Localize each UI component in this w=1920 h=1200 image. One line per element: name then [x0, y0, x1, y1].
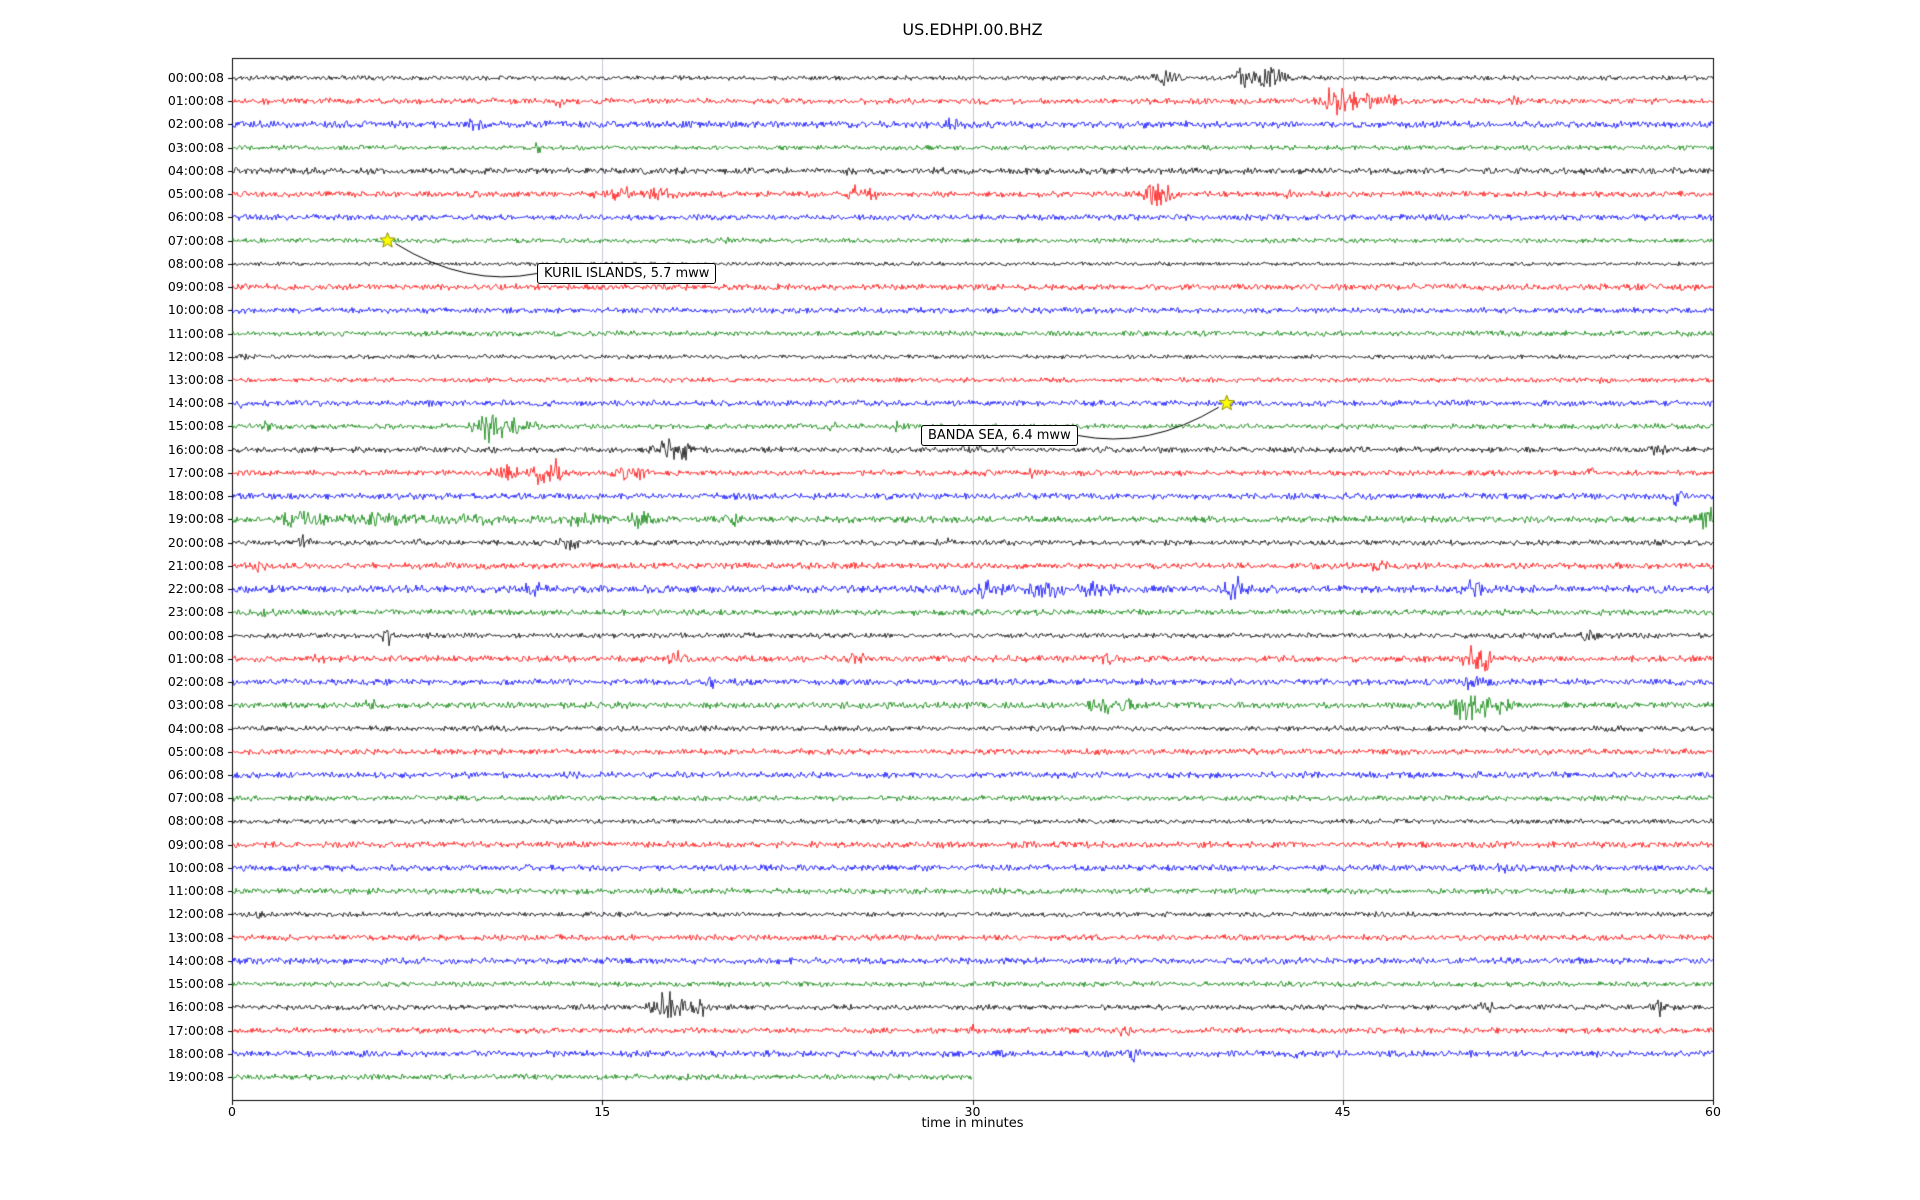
x-tick-label: 15: [594, 1104, 611, 1119]
row-label: 06:00:08: [167, 209, 224, 225]
row-label: 03:00:08: [167, 697, 224, 713]
row-label: 12:00:08: [167, 906, 224, 922]
x-tick-label: 60: [1705, 1104, 1721, 1119]
x-tick-label: 45: [1334, 1104, 1351, 1119]
row-label: 19:00:08: [167, 1069, 224, 1084]
x-tick-label: 30: [964, 1104, 981, 1119]
row-label: 22:00:08: [167, 581, 224, 597]
row-label: 00:00:08: [167, 70, 224, 85]
row-label: 06:00:08: [167, 766, 224, 782]
x-axis-label: time in minutes: [921, 1116, 1024, 1131]
row-label: 09:00:08: [167, 836, 224, 852]
row-label: 19:00:08: [167, 511, 224, 527]
row-label: 02:00:08: [167, 116, 224, 132]
row-label: 23:00:08: [167, 604, 224, 620]
row-label: 09:00:08: [167, 279, 224, 295]
row-label: 01:00:08: [167, 650, 224, 666]
row-label: 04:00:08: [167, 162, 224, 178]
row-label: 17:00:08: [167, 1022, 224, 1038]
chart-title: US.EDHPI.00.BHZ: [902, 20, 1043, 39]
row-label: 11:00:08: [167, 325, 224, 341]
row-label: 03:00:08: [167, 139, 224, 155]
row-label: 04:00:08: [167, 720, 224, 736]
row-label: 16:00:08: [167, 441, 224, 457]
row-label: 05:00:08: [167, 743, 224, 759]
event-annotation-kuril-islands: KURIL ISLANDS, 5.7 mww: [537, 263, 717, 284]
row-label: 07:00:08: [167, 790, 224, 806]
row-label: 10:00:08: [167, 859, 224, 875]
row-label: 10:00:08: [167, 302, 224, 318]
row-label: 11:00:08: [167, 883, 224, 899]
row-label: 14:00:08: [167, 952, 224, 968]
row-label: 21:00:08: [167, 557, 224, 573]
row-label: 12:00:08: [167, 348, 224, 364]
row-label: 01:00:08: [167, 93, 224, 109]
row-label: 14:00:08: [167, 395, 224, 411]
event-annotation-banda-sea: BANDA SEA, 6.4 mww: [921, 425, 1078, 446]
row-label: 08:00:08: [167, 255, 224, 271]
row-label: 18:00:08: [167, 1045, 224, 1061]
row-label: 18:00:08: [167, 488, 224, 504]
x-tick-label: 0: [228, 1104, 236, 1119]
row-label: 08:00:08: [167, 813, 224, 829]
row-label: 13:00:08: [167, 372, 224, 388]
row-label: 00:00:08: [167, 627, 224, 643]
row-label: 20:00:08: [167, 534, 224, 550]
row-label: 15:00:08: [167, 976, 224, 992]
row-label: 15:00:08: [167, 418, 224, 434]
row-label: 16:00:08: [167, 999, 224, 1015]
row-label: 07:00:08: [167, 232, 224, 248]
row-label: 17:00:08: [167, 464, 224, 480]
row-label: 13:00:08: [167, 929, 224, 945]
row-label: 05:00:08: [167, 186, 224, 202]
row-label: 02:00:08: [167, 674, 224, 690]
